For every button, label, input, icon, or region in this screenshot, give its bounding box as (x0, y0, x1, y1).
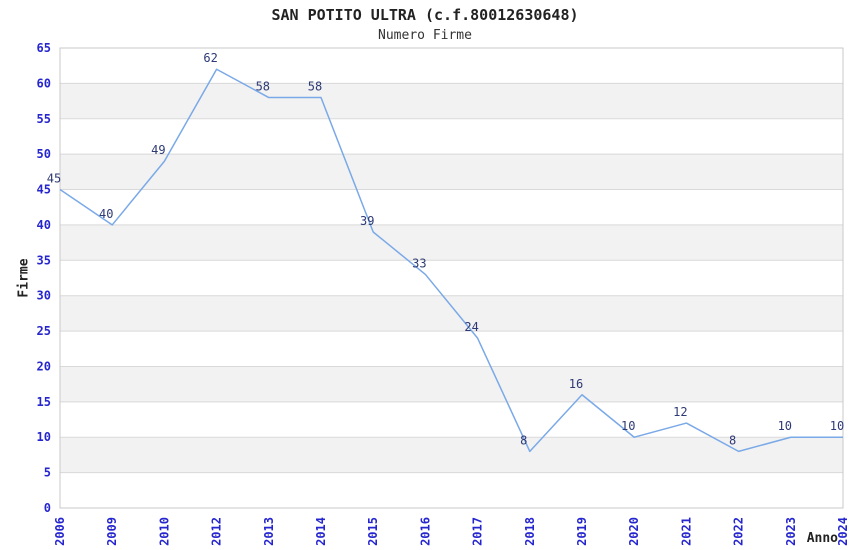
y-tick-label: 0 (44, 501, 51, 515)
x-tick-label: 2006 (53, 517, 67, 546)
data-point-label: 45 (47, 172, 61, 186)
data-point-label: 12 (673, 405, 687, 419)
y-tick-label: 45 (37, 183, 51, 197)
x-axis-title: Anno (806, 531, 838, 546)
chart-subtitle: Numero Firme (378, 28, 472, 43)
data-point-label: 39 (360, 214, 374, 228)
plot-border (59, 47, 844, 509)
x-tick-label: 2023 (784, 517, 798, 546)
y-tick-label: 20 (37, 359, 51, 373)
y-tick-label: 15 (37, 395, 51, 409)
data-point-label: 10 (830, 419, 844, 433)
y-tick-label: 30 (37, 289, 51, 303)
x-tick-label: 2018 (523, 517, 537, 546)
y-tick-label: 55 (37, 112, 51, 126)
data-point-label: 58 (256, 80, 270, 94)
background-band (60, 224, 843, 261)
x-tick-label: 2017 (471, 517, 485, 546)
x-tick-label: 2021 (679, 517, 693, 546)
x-tick-label: 2014 (314, 517, 328, 546)
y-tick-label: 65 (37, 41, 51, 55)
y-axis-title: Firme (16, 258, 32, 298)
y-tick-label: 35 (37, 253, 51, 267)
y-tick-label: 50 (37, 147, 51, 161)
x-tick-label: 2020 (627, 517, 641, 546)
x-tick-label: 2009 (105, 517, 119, 546)
series-line (59, 68, 843, 453)
background-band (60, 437, 843, 473)
y-tick-label: 5 (44, 466, 51, 480)
x-tick-label: 2015 (366, 517, 380, 546)
y-tick-label: 10 (37, 430, 51, 444)
chart-title: SAN POTITO ULTRA (c.f.80012630648) (271, 6, 579, 24)
x-tick-label: 2010 (157, 517, 171, 546)
x-tick-label: 2024 (836, 517, 850, 546)
data-point-label: 8 (729, 433, 736, 447)
x-tick-label: 2012 (210, 517, 224, 546)
data-point-label: 10 (621, 419, 635, 433)
data-point-label: 24 (464, 320, 478, 334)
x-tick-label: 2019 (575, 517, 589, 546)
data-point-label: 49 (151, 143, 165, 157)
data-point-label: 16 (569, 377, 583, 391)
background-band (60, 83, 843, 119)
x-tick-label: 2022 (732, 517, 746, 546)
data-point-label: 10 (778, 419, 792, 433)
x-tick-label: 2016 (418, 517, 432, 546)
y-tick-label: 40 (37, 218, 51, 232)
background-band (60, 295, 843, 332)
x-tick-label: 2013 (262, 517, 276, 546)
background-band (60, 154, 843, 190)
data-point-label: 58 (308, 80, 322, 94)
data-point-label: 62 (203, 51, 217, 65)
data-point-label: 8 (520, 433, 527, 447)
data-point-label: 33 (412, 256, 426, 270)
y-tick-label: 25 (37, 324, 51, 338)
background-band (60, 366, 843, 402)
data-point-label: 40 (99, 207, 113, 221)
y-tick-label: 60 (37, 76, 51, 90)
